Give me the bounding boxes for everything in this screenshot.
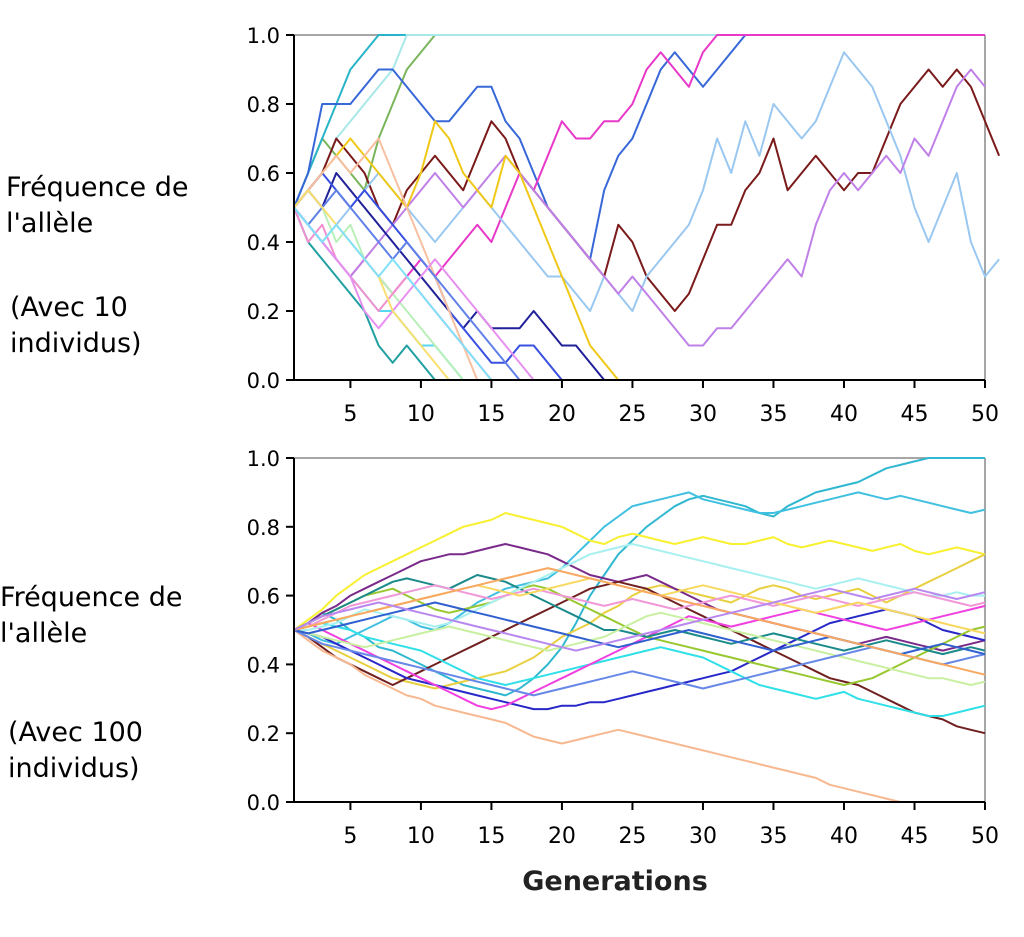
x-tick-label: 5	[343, 824, 357, 849]
y-tick-label: 1.0	[247, 24, 280, 48]
bottom-population-note-line-1: (Avec 100	[8, 717, 143, 748]
top-y-axis-label-line-1: Fréquence de	[6, 172, 189, 203]
x-tick-label: 25	[618, 402, 646, 427]
y-tick-label: 0.6	[247, 585, 280, 609]
y-tick-label: 0.8	[247, 93, 280, 117]
series-line-3	[293, 512, 986, 631]
x-tick-label: 5	[343, 402, 357, 427]
x-tick-label: 10	[407, 402, 435, 427]
series-line-8	[293, 629, 985, 803]
x-tick-label: 20	[548, 402, 576, 427]
bottom-y-axis-label: Fréquence de l'allèle	[0, 580, 182, 652]
series-line-19	[293, 567, 986, 676]
top-population-note-line-1: (Avec 10	[10, 292, 128, 323]
series-line-9	[293, 120, 985, 381]
chart-panel-bottom: 0.0 0.2 0.4 0.6 0.8 1.0 5 10 15 20 25 30 35 40 45 50	[247, 447, 999, 849]
y-tick-label: 0.4	[247, 653, 280, 677]
x-tick-label: 15	[477, 824, 505, 849]
series-line-2	[293, 491, 986, 645]
series-line-5	[293, 34, 985, 295]
series-group	[293, 34, 1001, 381]
y-tick-label: 0.2	[247, 722, 280, 746]
bottom-population-note-line-2: individus)	[8, 753, 140, 784]
y-tick-label: 0.8	[247, 516, 280, 540]
series-line-5	[293, 543, 986, 652]
series-line-14	[293, 611, 986, 686]
series-line-4	[293, 553, 986, 690]
series-line-10	[293, 172, 985, 381]
x-tick-label: 30	[689, 824, 717, 849]
x-tick-label: 50	[971, 402, 999, 427]
x-tick-label: 10	[407, 824, 435, 849]
series-line-11	[293, 584, 986, 686]
series-line-16	[293, 629, 986, 697]
y-tick-label: 1.0	[247, 447, 280, 471]
x-tick-label: 35	[759, 402, 787, 427]
bottom-y-axis-label-line-2: l'allèle	[0, 618, 88, 649]
chart-panel-top: 0.0 0.2 0.4 0.6 0.8 1.0 5 10 15 20 25 30 35 40 45 50	[247, 24, 1001, 427]
x-tick-label: 25	[618, 824, 646, 849]
series-line-7	[293, 608, 986, 711]
series-line-4	[293, 34, 985, 261]
top-y-axis-label-line-2: l'allèle	[6, 208, 94, 239]
series-line-9	[293, 622, 986, 717]
series-group	[293, 457, 986, 803]
top-y-axis-label: Fréquence de l'allèle	[6, 170, 188, 242]
series-line-11	[293, 172, 985, 381]
x-tick-label: 40	[830, 402, 858, 427]
x-axis-label: Generations	[522, 866, 708, 897]
x-tick-label: 20	[548, 824, 576, 849]
bottom-population-note: (Avec 100 individus)	[8, 715, 143, 787]
x-tick-label: 35	[759, 824, 787, 849]
x-tick-label: 15	[477, 402, 505, 427]
series-line-10	[293, 604, 986, 711]
x-tick-label: 50	[971, 824, 999, 849]
series-line-7	[293, 51, 1000, 312]
series-line-8	[293, 68, 986, 347]
top-population-note: (Avec 10 individus)	[10, 290, 142, 362]
series-line-1	[293, 457, 985, 697]
series-line-6	[293, 580, 986, 735]
series-line-13	[294, 543, 985, 631]
bottom-y-axis-label-line-1: Fréquence de	[0, 582, 183, 613]
x-tick-label: 30	[689, 402, 717, 427]
x-tick-label: 40	[830, 824, 858, 849]
x-tick-label: 45	[900, 824, 928, 849]
x-tick-label: 45	[900, 402, 928, 427]
series-line-15	[293, 584, 986, 631]
y-tick-label: 0.0	[247, 791, 280, 815]
top-population-note-line-2: individus)	[10, 328, 142, 359]
y-tick-label: 0.6	[247, 162, 280, 186]
y-tick-label: 0.2	[247, 300, 280, 324]
series-line-20	[293, 587, 986, 652]
y-tick-label: 0.0	[247, 369, 280, 393]
y-tick-label: 0.4	[247, 231, 280, 255]
